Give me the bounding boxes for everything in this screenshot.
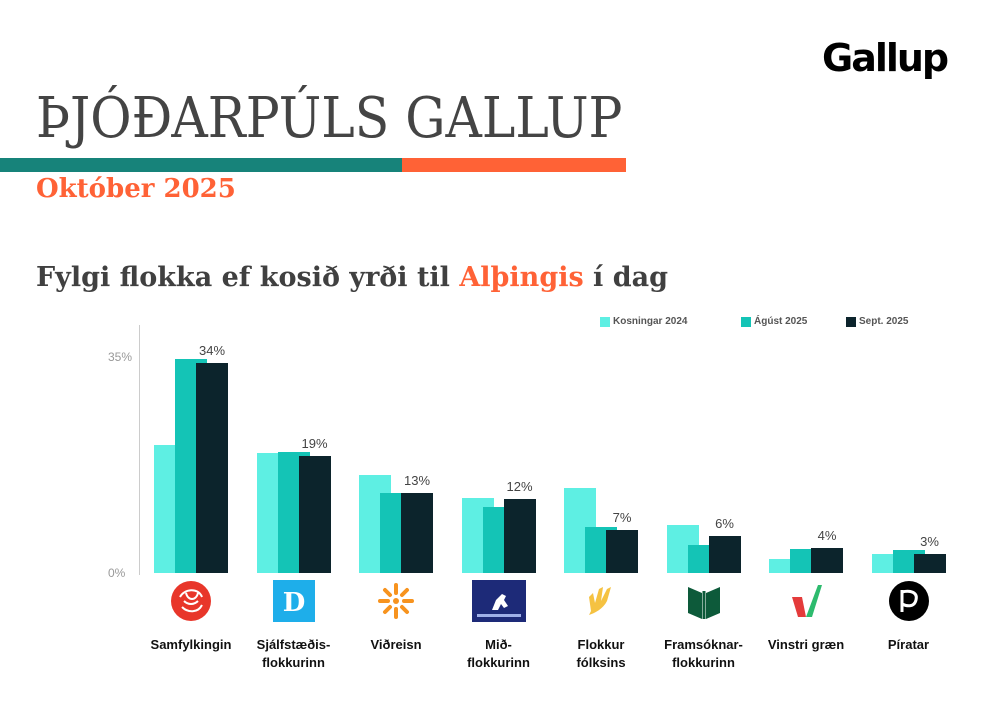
- party-name: Samfylkingin: [141, 636, 241, 654]
- legend-swatch: [741, 316, 751, 327]
- green-book-icon: [654, 580, 754, 622]
- bar-sept-2025: [913, 554, 946, 573]
- title-underline-orange: [402, 158, 626, 172]
- party-3: Mið-flokkurinn: [449, 580, 549, 672]
- bar-sept-2025: [298, 455, 331, 573]
- legend-item: Ágúst 2025: [741, 316, 807, 327]
- pirate-flag-icon: [859, 580, 959, 622]
- party-name-line1: Samfylkingin: [150, 637, 232, 652]
- gallup-logo: Gallup: [822, 36, 949, 80]
- chart-heading: Fylgi flokka ef kosið yrði til Alþingis …: [36, 262, 668, 293]
- party-name-line2: fólksins: [576, 655, 626, 670]
- party-1: D Sjálfstæðis-flokkurinn: [244, 580, 344, 672]
- data-label: 4%: [817, 528, 837, 544]
- horse-icon: [449, 580, 549, 622]
- heading-text-end: í dag: [583, 262, 668, 293]
- data-label: 6%: [715, 515, 734, 531]
- data-label: 19%: [301, 435, 328, 451]
- y-tick-35: 35%: [108, 350, 133, 364]
- party-2: Viðreisn: [346, 580, 446, 654]
- party-6: Vinstri græn: [756, 580, 856, 654]
- data-label: 12%: [506, 478, 533, 494]
- bar-sept-2025: [196, 363, 228, 573]
- data-label: 3%: [920, 534, 939, 550]
- party-name-line2: flokkurinn: [467, 655, 530, 670]
- legend-swatch: [846, 316, 856, 327]
- party-name-line1: Mið-: [485, 637, 512, 652]
- party-name-line2: flokkurinn: [672, 655, 735, 670]
- svg-text:D: D: [282, 588, 305, 618]
- y-tick-0: 0%: [108, 566, 126, 580]
- party-name: Sjálfstæðis-flokkurinn: [244, 636, 344, 672]
- data-label: 34%: [198, 343, 226, 359]
- bar-sept-2025: [606, 529, 638, 573]
- y-axis-line: [139, 325, 140, 575]
- party-name-line1: Píratar: [887, 637, 930, 652]
- data-label: 13%: [403, 472, 431, 488]
- party-5: Framsóknar-flokkurinn: [654, 580, 754, 672]
- d-letter-icon: D: [244, 580, 344, 622]
- report-date: Október 2025: [36, 174, 236, 204]
- party-7: Píratar: [859, 580, 959, 654]
- legend-swatch: [600, 316, 610, 327]
- title-underline-teal: [0, 158, 402, 172]
- party-name: Mið-flokkurinn: [449, 636, 549, 672]
- bar-sept-2025: [708, 535, 741, 573]
- party-name-line1: Viðreisn: [370, 637, 422, 652]
- legend-item: Kosningar 2024: [600, 316, 687, 327]
- party-name: Viðreisn: [346, 636, 446, 654]
- party-name-line1: Flokkur: [577, 637, 625, 652]
- legend-label: Sept. 2025: [859, 316, 909, 327]
- party-0: Samfylkingin: [141, 580, 241, 654]
- legend-label: Ágúst 2025: [754, 316, 808, 327]
- red-rose-icon: [141, 580, 241, 622]
- yellow-hand-icon: [551, 580, 651, 622]
- page-title: ÞJÓÐARPÚLS GALLUP: [36, 86, 623, 151]
- party-name: Framsóknar-flokkurinn: [654, 636, 754, 672]
- party-name: Flokkur fólksins: [551, 636, 651, 672]
- bar-sept-2025: [811, 548, 843, 573]
- party-4: Flokkur fólksins: [551, 580, 651, 672]
- party-name-line1: Framsóknar-: [664, 637, 743, 652]
- party-name-line1: Vinstri græn: [767, 637, 845, 652]
- data-label: 7%: [612, 509, 632, 525]
- v-check-icon: [756, 580, 856, 622]
- orange-star-icon: [346, 580, 446, 622]
- legend-label: Kosningar 2024: [613, 316, 688, 327]
- party-name-line1: Sjálfstæðis-: [256, 637, 331, 652]
- heading-highlight: Alþingis: [459, 262, 584, 293]
- heading-text: Fylgi flokka ef kosið yrði til: [36, 262, 460, 293]
- party-name: Vinstri græn: [756, 636, 856, 654]
- party-name-line2: flokkurinn: [262, 655, 325, 670]
- party-name: Píratar: [859, 636, 959, 654]
- bar-sept-2025: [503, 498, 536, 573]
- legend-item: Sept. 2025: [846, 316, 908, 327]
- bar-sept-2025: [401, 492, 433, 573]
